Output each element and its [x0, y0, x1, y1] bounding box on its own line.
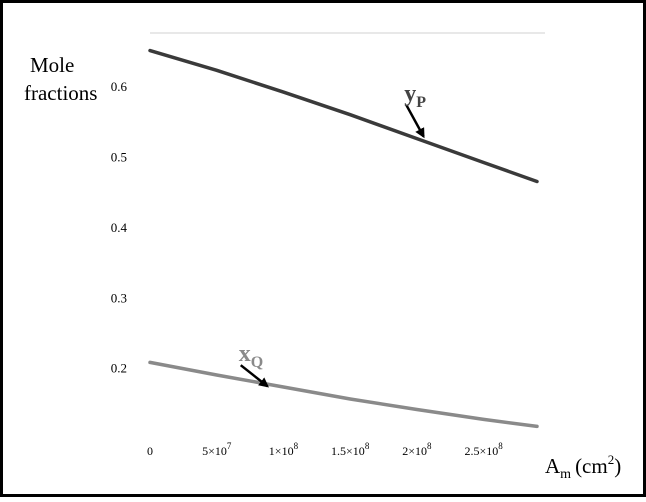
- x-axis-label: Am (cm2): [545, 452, 621, 482]
- y-tick-label: 0.4: [111, 220, 128, 235]
- series-annotations: yP xQ: [239, 81, 426, 388]
- x-tick-labels: 0 5×107 1×108 1.5×108 2×108 2.5×108: [147, 441, 503, 458]
- y-tick-labels: 0.2 0.3 0.4 0.5 0.6: [111, 79, 128, 375]
- y-tick-label: 0.6: [111, 79, 128, 94]
- annotation-arrow: [405, 104, 425, 139]
- x-tick-label: 2.5×108: [464, 441, 503, 458]
- y-axis-label-line2: fractions: [24, 81, 97, 105]
- x-tick-label: 0: [147, 444, 153, 458]
- x-tick-label: 2×108: [402, 441, 432, 458]
- series-line-xQ: [148, 360, 539, 429]
- x-tick-label: 1×108: [269, 441, 299, 458]
- y-tick-label: 0.5: [111, 150, 127, 165]
- annotation-label-yP: yP: [404, 81, 426, 111]
- annotation-label-xQ: xQ: [239, 341, 263, 371]
- annotation-arrow: [239, 364, 270, 388]
- y-tick-label: 0.2: [111, 361, 127, 376]
- x-tick-label: 5×107: [202, 441, 232, 458]
- y-axis-label-line1: Mole: [30, 53, 74, 77]
- y-tick-label: 0.3: [111, 290, 127, 305]
- x-tick-label: 1.5×108: [331, 441, 370, 458]
- series-lines: [148, 48, 539, 429]
- series-line-yP: [148, 48, 539, 184]
